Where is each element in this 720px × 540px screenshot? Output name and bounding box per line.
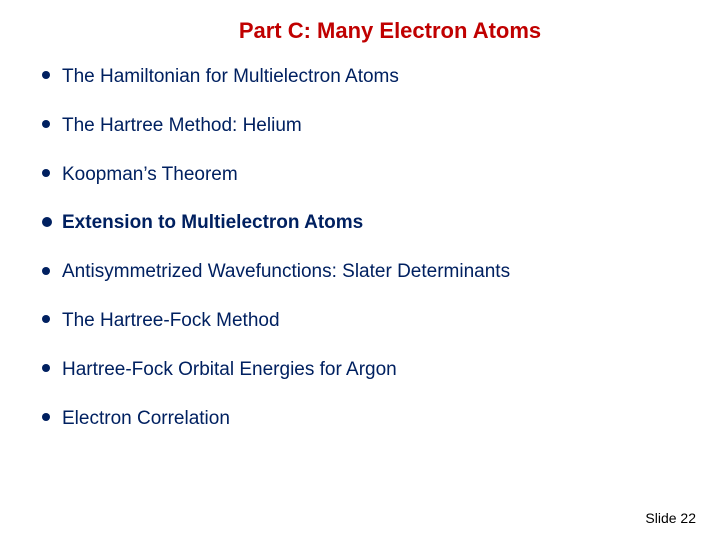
bullet-item: Koopman’s Theorem [42, 164, 690, 187]
bullet-list: The Hamiltonian for Multielectron Atoms T… [30, 66, 690, 430]
bullet-dot-icon [42, 413, 50, 421]
bullet-item: Electron Correlation [42, 408, 690, 431]
bullet-text: Hartree-Fock Orbital Energies for Argon [62, 359, 397, 380]
slide-title: Part C: Many Electron Atoms [30, 18, 690, 44]
bullet-text: Antisymmetrized Wavefunctions: Slater De… [62, 261, 510, 282]
bullet-dot-icon [42, 71, 50, 79]
bullet-dot-icon [42, 169, 50, 177]
bullet-item: The Hartree-Fock Method [42, 310, 690, 333]
bullet-item: Antisymmetrized Wavefunctions: Slater De… [42, 261, 690, 284]
bullet-item: Extension to Multielectron Atoms [42, 212, 690, 235]
bullet-item: Hartree-Fock Orbital Energies for Argon [42, 359, 690, 382]
slide: Part C: Many Electron Atoms The Hamilton… [0, 0, 720, 540]
bullet-text: The Hamiltonian for Multielectron Atoms [62, 66, 399, 87]
bullet-item: The Hamiltonian for Multielectron Atoms [42, 66, 690, 89]
bullet-dot-icon [42, 267, 50, 275]
bullet-dot-icon [42, 364, 50, 372]
bullet-text: The Hartree Method: Helium [62, 115, 302, 136]
bullet-dot-icon [42, 217, 52, 227]
slide-number: Slide 22 [645, 510, 696, 526]
bullet-text: Electron Correlation [62, 408, 230, 429]
bullet-text: The Hartree-Fock Method [62, 310, 280, 331]
bullet-dot-icon [42, 315, 50, 323]
bullet-item: The Hartree Method: Helium [42, 115, 690, 138]
bullet-text: Koopman’s Theorem [62, 164, 238, 185]
bullet-text: Extension to Multielectron Atoms [62, 212, 363, 233]
bullet-dot-icon [42, 120, 50, 128]
